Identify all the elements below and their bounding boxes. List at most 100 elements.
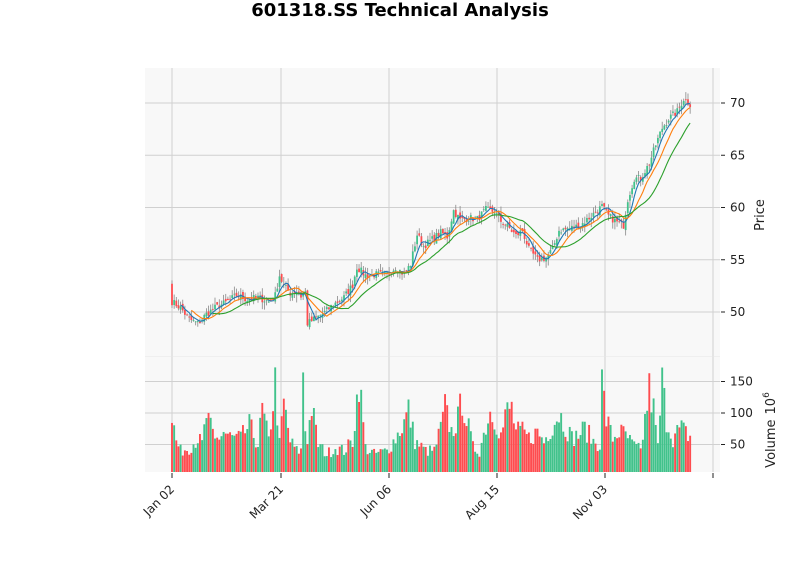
candle-down bbox=[515, 230, 517, 234]
candle-up bbox=[663, 125, 666, 130]
candle-up bbox=[239, 294, 242, 300]
candle-up bbox=[325, 307, 328, 310]
volume-bar bbox=[474, 451, 477, 472]
candle-down bbox=[207, 311, 210, 316]
volume-bar bbox=[396, 432, 399, 472]
volume-bar bbox=[609, 424, 612, 472]
candle-up bbox=[194, 321, 197, 323]
volume-bar bbox=[547, 441, 550, 472]
candle-up bbox=[672, 111, 674, 113]
candle-up bbox=[654, 145, 657, 148]
volume-bar bbox=[446, 405, 449, 472]
volume-bar bbox=[680, 420, 683, 472]
candle-up bbox=[562, 228, 565, 231]
volume-bar bbox=[319, 444, 322, 472]
volume-bar bbox=[173, 425, 176, 472]
volume-bar bbox=[321, 444, 324, 472]
volume-bar bbox=[607, 416, 610, 472]
candle-down bbox=[338, 300, 341, 302]
volume-bar bbox=[244, 433, 247, 472]
volume-bar bbox=[678, 427, 681, 472]
volume-bars bbox=[171, 367, 692, 472]
volume-bar bbox=[390, 451, 393, 472]
candle-up bbox=[568, 228, 571, 230]
candle-up bbox=[575, 224, 578, 228]
volume-bar bbox=[171, 422, 173, 472]
volume-bar bbox=[420, 442, 423, 472]
volume-bar bbox=[246, 429, 249, 472]
candle-down bbox=[366, 274, 369, 278]
price-axis-label: Price bbox=[753, 199, 768, 231]
candle-down bbox=[517, 232, 520, 236]
volume-bar bbox=[259, 417, 262, 472]
y-tick-label: 70 bbox=[730, 96, 745, 110]
volume-bar bbox=[472, 441, 474, 472]
volume-bar bbox=[386, 449, 388, 472]
volume-bar bbox=[336, 455, 339, 472]
volume-bar bbox=[553, 424, 556, 472]
candle-up bbox=[334, 302, 337, 306]
y-tick-label: 50 bbox=[730, 305, 745, 319]
candle-down bbox=[459, 212, 461, 219]
volume-bar bbox=[263, 413, 266, 472]
volume-bar bbox=[308, 420, 311, 472]
candle-up bbox=[330, 305, 332, 312]
candle-up bbox=[431, 236, 434, 239]
volume-bar bbox=[293, 446, 296, 472]
candle-up bbox=[581, 223, 584, 228]
volume-bar bbox=[347, 439, 350, 472]
candle-up bbox=[429, 239, 431, 241]
volume-bar bbox=[644, 413, 646, 472]
candle-up bbox=[558, 230, 560, 237]
volume-bar bbox=[383, 448, 386, 472]
volume-bar bbox=[235, 433, 238, 472]
volume-bar bbox=[186, 450, 188, 472]
volume-bar bbox=[484, 434, 487, 472]
candle-down bbox=[446, 232, 449, 239]
volume-bar bbox=[222, 431, 225, 472]
volume-bar bbox=[654, 425, 657, 472]
volume-bar bbox=[650, 412, 653, 472]
candle-up bbox=[487, 206, 489, 208]
volume-bar bbox=[635, 443, 638, 472]
volume-bar bbox=[629, 434, 631, 472]
candle-down bbox=[611, 216, 614, 223]
candle-up bbox=[652, 147, 655, 158]
volume-bar bbox=[545, 437, 548, 472]
volume-bar bbox=[366, 454, 369, 472]
volume-bar bbox=[242, 425, 244, 472]
candle-down bbox=[491, 206, 494, 212]
chart-title: 601318.SS Technical Analysis bbox=[251, 0, 549, 21]
volume-bar bbox=[252, 437, 255, 472]
candle-up bbox=[583, 223, 586, 226]
volume-bar bbox=[199, 434, 201, 472]
volume-bar bbox=[401, 433, 403, 472]
candle-up bbox=[633, 181, 636, 190]
candle-up bbox=[549, 250, 552, 254]
candle-down bbox=[379, 269, 382, 272]
volume-bar bbox=[216, 437, 219, 472]
volume-bar bbox=[214, 438, 216, 472]
candle-up bbox=[360, 267, 363, 274]
candle-up bbox=[392, 270, 395, 274]
price-y-axis: 50 55 60 65 70 bbox=[721, 96, 745, 319]
candle-up bbox=[364, 274, 367, 278]
volume-bar bbox=[500, 432, 502, 472]
volume-bar bbox=[267, 436, 270, 472]
volume-bar bbox=[506, 402, 509, 472]
volume-bar bbox=[459, 393, 462, 472]
volume-bar bbox=[590, 443, 593, 472]
volume-bar bbox=[190, 452, 193, 472]
volume-bar bbox=[659, 415, 661, 472]
candle-up bbox=[349, 285, 352, 296]
candle-down bbox=[454, 209, 457, 218]
volume-bar bbox=[596, 451, 599, 472]
volume-bar bbox=[237, 430, 240, 472]
candle-down bbox=[532, 246, 535, 254]
volume-bar bbox=[586, 442, 588, 472]
volume-bar bbox=[220, 436, 223, 472]
volume-bar bbox=[418, 446, 421, 472]
volume-bar bbox=[534, 428, 537, 472]
candle-down bbox=[648, 164, 651, 166]
